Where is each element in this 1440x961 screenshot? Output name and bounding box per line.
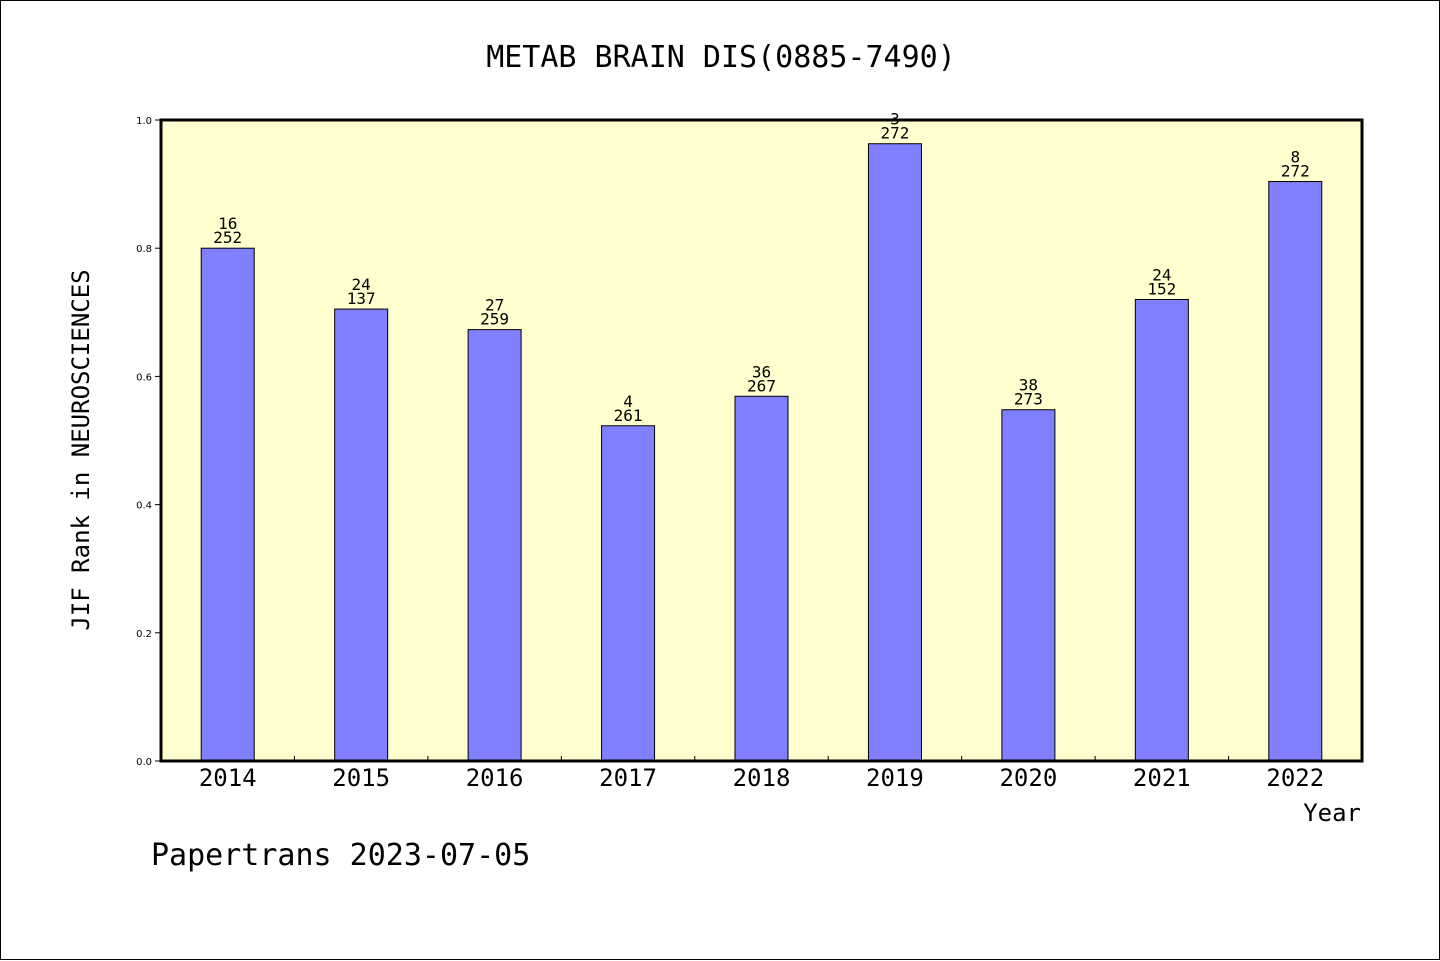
bar-label-total-2020: 273 bbox=[1014, 390, 1043, 409]
bar-label-rank-2015: 24 bbox=[352, 275, 371, 294]
y-tick-label-1.0: 1.0 bbox=[136, 116, 152, 127]
x-tick-label-2022: 2022 bbox=[1266, 764, 1324, 792]
bar-label-total-2018: 267 bbox=[747, 376, 776, 395]
x-tick-label-2021: 2021 bbox=[1133, 764, 1191, 792]
x-tick-label-2014: 2014 bbox=[199, 764, 257, 792]
x-tick-label-2020: 2020 bbox=[999, 764, 1057, 792]
x-tick-label-2018: 2018 bbox=[733, 764, 791, 792]
bar-label-rank-2017: 4 bbox=[623, 392, 633, 411]
bar-2017 bbox=[601, 425, 656, 762]
bar-2018 bbox=[734, 395, 789, 762]
bar-label-rank-2020: 38 bbox=[1019, 376, 1038, 395]
bar-2014 bbox=[200, 247, 255, 762]
bar-label-total-2016: 259 bbox=[480, 310, 509, 329]
chart-title: METAB BRAIN DIS(0885-7490) bbox=[486, 40, 956, 75]
x-tick-label-2015: 2015 bbox=[332, 764, 390, 792]
x-tick-label-2017: 2017 bbox=[599, 764, 657, 792]
bar-label-rank-2016: 27 bbox=[485, 296, 504, 315]
bar-label-total-2019: 272 bbox=[880, 124, 909, 143]
x-tick-label-2019: 2019 bbox=[866, 764, 924, 792]
bar-2022 bbox=[1268, 181, 1323, 762]
bar-2015 bbox=[334, 308, 389, 762]
y-tick-label-0.4: 0.4 bbox=[136, 501, 152, 512]
y-tick-label-0.2: 0.2 bbox=[136, 629, 152, 640]
bar-label-total-2021: 152 bbox=[1147, 279, 1176, 298]
bar-2019 bbox=[867, 143, 922, 762]
bar-label-rank-2021: 24 bbox=[1152, 265, 1171, 284]
x-tick-label-2016: 2016 bbox=[466, 764, 524, 792]
bar-2016 bbox=[467, 329, 522, 762]
y-tick-label-0.0: 0.0 bbox=[136, 757, 152, 768]
bar-label-total-2014: 252 bbox=[213, 228, 242, 247]
bar-label-rank-2018: 36 bbox=[752, 362, 771, 381]
bar-2020 bbox=[1001, 409, 1056, 762]
y-tick-label-0.6: 0.6 bbox=[136, 372, 152, 383]
y-axis-label: JIF Rank in NEUROSCIENCES bbox=[67, 269, 95, 630]
plot-border bbox=[159, 118, 1364, 763]
footer-text: Papertrans 2023-07-05 bbox=[151, 838, 530, 873]
bar-2021 bbox=[1134, 298, 1189, 762]
y-tick-label-0.8: 0.8 bbox=[136, 244, 152, 255]
bar-label-total-2022: 272 bbox=[1281, 162, 1310, 181]
x-axis-label: Year bbox=[1303, 799, 1361, 827]
bar-label-rank-2022: 8 bbox=[1290, 148, 1300, 167]
bar-label-total-2017: 261 bbox=[614, 406, 643, 425]
bar-label-rank-2014: 16 bbox=[218, 214, 237, 233]
bar-label-total-2015: 137 bbox=[347, 289, 376, 308]
